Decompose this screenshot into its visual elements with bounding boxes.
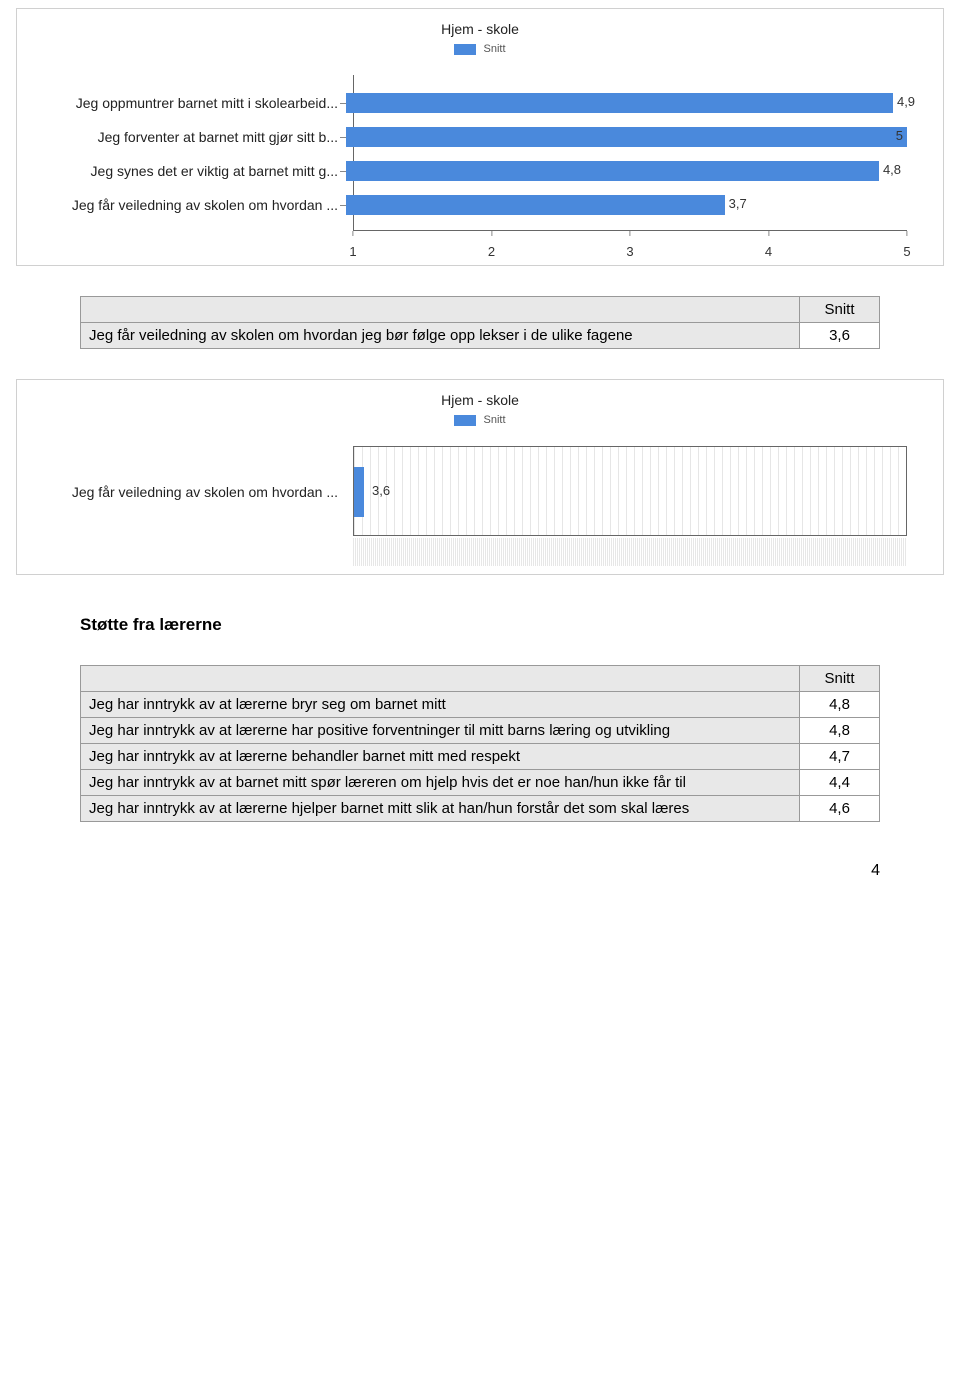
chart1-bar: [346, 195, 725, 215]
table-row-value: 3,6: [800, 323, 880, 349]
table-row-label: Jeg har inntrykk av at lærerne har posit…: [81, 718, 800, 744]
table2-empty-header: [81, 666, 800, 692]
chart2-legend-label: Snitt: [484, 414, 506, 426]
chart1-legend: Snitt: [33, 43, 927, 55]
table-row: Jeg har inntrykk av at lærerne behandler…: [81, 744, 880, 770]
table-row-label: Jeg har inntrykk av at lærerne bryr seg …: [81, 692, 800, 718]
chart2-title: Hjem - skole: [33, 392, 927, 408]
chart1-bar: [346, 161, 879, 181]
table-row-value: 4,8: [800, 692, 880, 718]
chart1-x-tick: 5: [903, 237, 910, 259]
table2: Snitt Jeg har inntrykk av at lærerne bry…: [80, 665, 880, 822]
chart1-value: 4,8: [883, 162, 901, 177]
chart1-value: 3,7: [729, 196, 747, 211]
chart2-axis-tickmarks: [353, 538, 907, 566]
chart1-x-axis: 12345: [353, 237, 907, 257]
chart1-row-label: Jeg får veiledning av skolen om hvordan …: [34, 197, 346, 213]
table-row-value: 4,8: [800, 718, 880, 744]
table-row-label: Jeg får veiledning av skolen om hvordan …: [81, 323, 800, 349]
chart2-bar: [354, 467, 364, 517]
chart2-panel: Hjem - skole Snitt Jeg får veiledning av…: [16, 379, 944, 575]
chart1-row: Jeg får veiledning av skolen om hvordan …: [34, 189, 907, 221]
section-heading: Støtte fra lærerne: [80, 615, 880, 635]
legend-swatch: [454, 44, 476, 55]
chart1-plot-container: Jeg oppmuntrer barnet mitt i skolearbeid…: [33, 75, 927, 257]
chart1-bar: [346, 127, 907, 147]
table-row-label: Jeg har inntrykk av at lærerne hjelper b…: [81, 796, 800, 822]
page-number: 4: [0, 862, 880, 880]
table1-empty-header: [81, 297, 800, 323]
chart1-row-label: Jeg oppmuntrer barnet mitt i skolearbeid…: [34, 95, 346, 111]
table-row: Jeg har inntrykk av at lærerne bryr seg …: [81, 692, 880, 718]
chart1-bar: [346, 93, 893, 113]
chart1-x-tick: 3: [626, 237, 633, 259]
legend-swatch: [454, 415, 476, 426]
chart1-row: Jeg synes det er viktig at barnet mitt g…: [34, 155, 907, 187]
table-row: Jeg har inntrykk av at barnet mitt spør …: [81, 770, 880, 796]
chart2-value: 3,6: [372, 483, 390, 498]
chart2-plot-area: Jeg får veiledning av skolen om hvordan …: [353, 446, 907, 536]
table-row-label: Jeg har inntrykk av at barnet mitt spør …: [81, 770, 800, 796]
chart1-legend-label: Snitt: [484, 43, 506, 55]
table-row-label: Jeg har inntrykk av at lærerne behandler…: [81, 744, 800, 770]
chart2-row-label: Jeg får veiledning av skolen om hvordan …: [34, 484, 346, 500]
chart1-row-label: Jeg forventer at barnet mitt gjør sitt b…: [34, 129, 346, 145]
table-row: Jeg får veiledning av skolen om hvordan …: [81, 323, 880, 349]
table-row-value: 4,6: [800, 796, 880, 822]
chart1-x-tick: 1: [349, 237, 356, 259]
table1-header: Snitt: [800, 297, 880, 323]
chart2-plot-container: Jeg får veiledning av skolen om hvordan …: [33, 446, 927, 566]
chart1-x-tick: 2: [488, 237, 495, 259]
chart1-row: Jeg oppmuntrer barnet mitt i skolearbeid…: [34, 87, 907, 119]
chart1-x-tick: 4: [765, 237, 772, 259]
chart1-value: 5: [896, 128, 903, 143]
chart1-title: Hjem - skole: [33, 21, 927, 37]
chart1-plot-area: Jeg oppmuntrer barnet mitt i skolearbeid…: [353, 75, 907, 231]
table2-header: Snitt: [800, 666, 880, 692]
table-row-value: 4,7: [800, 744, 880, 770]
chart1-panel: Hjem - skole Snitt Jeg oppmuntrer barnet…: [16, 8, 944, 266]
chart1-row: Jeg forventer at barnet mitt gjør sitt b…: [34, 121, 907, 153]
table1: Snitt Jeg får veiledning av skolen om hv…: [80, 296, 880, 349]
table-row: Jeg har inntrykk av at lærerne har posit…: [81, 718, 880, 744]
chart1-row-label: Jeg synes det er viktig at barnet mitt g…: [34, 163, 346, 179]
table-row: Jeg har inntrykk av at lærerne hjelper b…: [81, 796, 880, 822]
chart2-legend: Snitt: [33, 414, 927, 426]
chart1-value: 4,9: [897, 94, 915, 109]
table-row-value: 4,4: [800, 770, 880, 796]
